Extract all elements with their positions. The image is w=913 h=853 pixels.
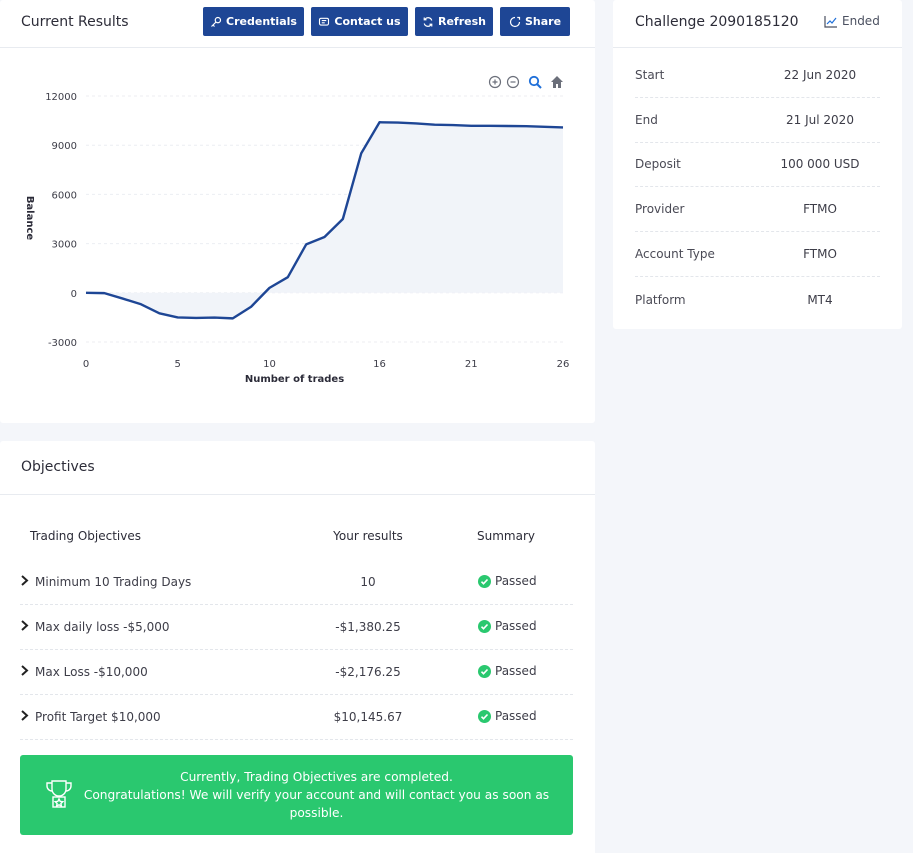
objective-summary: Passed bbox=[478, 619, 537, 633]
challenge-row-deposit: Deposit 100 000 USD bbox=[635, 142, 880, 187]
objective-row[interactable]: Max Loss -$10,000 -$2,176.25 Passed bbox=[20, 650, 573, 695]
check-circle-icon bbox=[478, 619, 491, 633]
key-icon bbox=[211, 16, 222, 27]
y-tick-label: 12000 bbox=[45, 92, 77, 103]
check-circle-icon bbox=[478, 574, 491, 588]
x-axis-label: Number of trades bbox=[245, 374, 344, 385]
objectives-card: Objectives Trading Objectives Your resul… bbox=[0, 441, 595, 853]
objective-result: -$2,176.25 bbox=[335, 665, 401, 679]
share-button-label: Share bbox=[524, 15, 562, 28]
check-circle-icon bbox=[478, 664, 491, 678]
banner-message: Currently, Trading Objectives are comple… bbox=[80, 768, 553, 822]
chevron-right-icon[interactable] bbox=[20, 620, 29, 631]
row-label: Platform bbox=[635, 292, 686, 307]
magnify-icon[interactable] bbox=[528, 75, 542, 89]
objectives-title: Objectives bbox=[21, 459, 95, 475]
row-value: 21 Jul 2020 bbox=[786, 113, 854, 127]
current-results-card: Current Results Credentials Contact us R… bbox=[0, 0, 595, 423]
credentials-button[interactable]: Credentials bbox=[203, 7, 304, 36]
row-value: 100 000 USD bbox=[780, 157, 860, 171]
y-tick-label: -3000 bbox=[48, 338, 77, 349]
x-tick-label: 5 bbox=[175, 359, 181, 370]
balance-chart: 12000 9000 6000 3000 0 -3000 0 5 10 16 21 26 Number … bbox=[24, 92, 570, 385]
zoom-out-icon[interactable] bbox=[506, 75, 520, 89]
chevron-right-icon[interactable] bbox=[20, 665, 29, 676]
objective-summary: Passed bbox=[478, 709, 537, 723]
row-value: MT4 bbox=[807, 292, 833, 307]
objective-name: Minimum 10 Trading Days bbox=[35, 575, 192, 589]
home-icon[interactable] bbox=[550, 75, 564, 89]
challenge-row-platform: Platform MT4 bbox=[635, 277, 880, 322]
objective-result: 10 bbox=[360, 575, 376, 589]
y-tick-label: 9000 bbox=[52, 141, 77, 152]
header-trading-objectives: Trading Objectives bbox=[30, 529, 141, 543]
chevron-right-icon[interactable] bbox=[20, 710, 29, 721]
share-button[interactable]: Share bbox=[500, 7, 570, 36]
objective-result: $10,145.67 bbox=[333, 710, 403, 724]
row-label: Account Type bbox=[635, 247, 715, 261]
summary-label: Passed bbox=[495, 709, 537, 723]
objective-row[interactable]: Profit Target $10,000 $10,145.67 Passed bbox=[20, 695, 573, 740]
row-label: Provider bbox=[635, 202, 685, 216]
header-divider bbox=[0, 47, 595, 48]
completion-banner: Currently, Trading Objectives are comple… bbox=[20, 755, 573, 835]
row-value: FTMO bbox=[803, 202, 837, 216]
chart-line-icon bbox=[824, 15, 837, 28]
y-tick-label: 0 bbox=[71, 289, 77, 300]
objectives-divider bbox=[0, 494, 595, 495]
y-tick-label: 6000 bbox=[52, 190, 77, 201]
objective-row[interactable]: Minimum 10 Trading Days 10 Passed bbox=[20, 560, 573, 605]
challenge-row-end: End 21 Jul 2020 bbox=[635, 98, 880, 143]
row-label: End bbox=[635, 113, 658, 127]
objective-name: Max daily loss -$5,000 bbox=[35, 620, 170, 634]
y-tick-label: 3000 bbox=[52, 240, 77, 251]
challenge-row-account-type: Account Type FTMO bbox=[635, 232, 880, 277]
share-icon bbox=[509, 16, 521, 27]
y-axis-label: Balance bbox=[24, 196, 35, 241]
objective-row[interactable]: Max daily loss -$5,000 -$1,380.25 Passed bbox=[20, 605, 573, 650]
banner-line-1: Currently, Trading Objectives are comple… bbox=[180, 770, 453, 784]
challenge-row-start: Start 22 Jun 2020 bbox=[635, 53, 880, 98]
refresh-button[interactable]: Refresh bbox=[415, 7, 493, 36]
x-tick-label: 10 bbox=[263, 359, 276, 370]
zoom-in-icon[interactable] bbox=[488, 75, 502, 89]
check-circle-icon bbox=[478, 709, 491, 723]
challenge-status-label: Ended bbox=[842, 14, 880, 28]
row-label: Start bbox=[635, 68, 665, 82]
objective-name: Max Loss -$10,000 bbox=[35, 665, 148, 679]
trophy-certificate-icon bbox=[46, 780, 72, 808]
challenge-title: Challenge 2090185120 bbox=[635, 14, 799, 30]
challenge-card: Challenge 2090185120 Ended Start 22 Jun 2… bbox=[613, 0, 902, 329]
summary-label: Passed bbox=[495, 664, 537, 678]
row-label: Deposit bbox=[635, 157, 681, 171]
summary-label: Passed bbox=[495, 574, 537, 588]
x-tick-label: 0 bbox=[83, 359, 89, 370]
objective-summary: Passed bbox=[478, 664, 537, 678]
x-tick-label: 26 bbox=[557, 359, 570, 370]
challenge-divider bbox=[613, 47, 902, 48]
contact-us-button-label: Contact us bbox=[334, 15, 401, 28]
row-value: 22 Jun 2020 bbox=[783, 68, 857, 82]
chevron-right-icon[interactable] bbox=[20, 575, 29, 586]
objective-name: Profit Target $10,000 bbox=[35, 710, 161, 724]
header-your-results: Your results bbox=[333, 529, 403, 543]
summary-label: Passed bbox=[495, 619, 537, 633]
objective-summary: Passed bbox=[478, 574, 537, 588]
banner-line-2: Congratulations! We will verify your acc… bbox=[83, 788, 550, 820]
challenge-status: Ended bbox=[824, 14, 880, 28]
x-tick-label: 16 bbox=[373, 359, 386, 370]
objective-result: -$1,380.25 bbox=[335, 620, 401, 634]
x-tick-label: 21 bbox=[465, 359, 478, 370]
refresh-icon bbox=[423, 16, 433, 27]
challenge-row-provider: Provider FTMO bbox=[635, 187, 880, 232]
contact-us-button[interactable]: Contact us bbox=[311, 7, 408, 36]
header-summary: Summary bbox=[477, 529, 535, 543]
chat-icon bbox=[319, 17, 330, 26]
refresh-button-label: Refresh bbox=[438, 15, 486, 28]
credentials-button-label: Credentials bbox=[226, 15, 297, 28]
balance-area bbox=[86, 122, 563, 319]
row-value: FTMO bbox=[803, 247, 837, 261]
current-results-title: Current Results bbox=[21, 14, 129, 30]
